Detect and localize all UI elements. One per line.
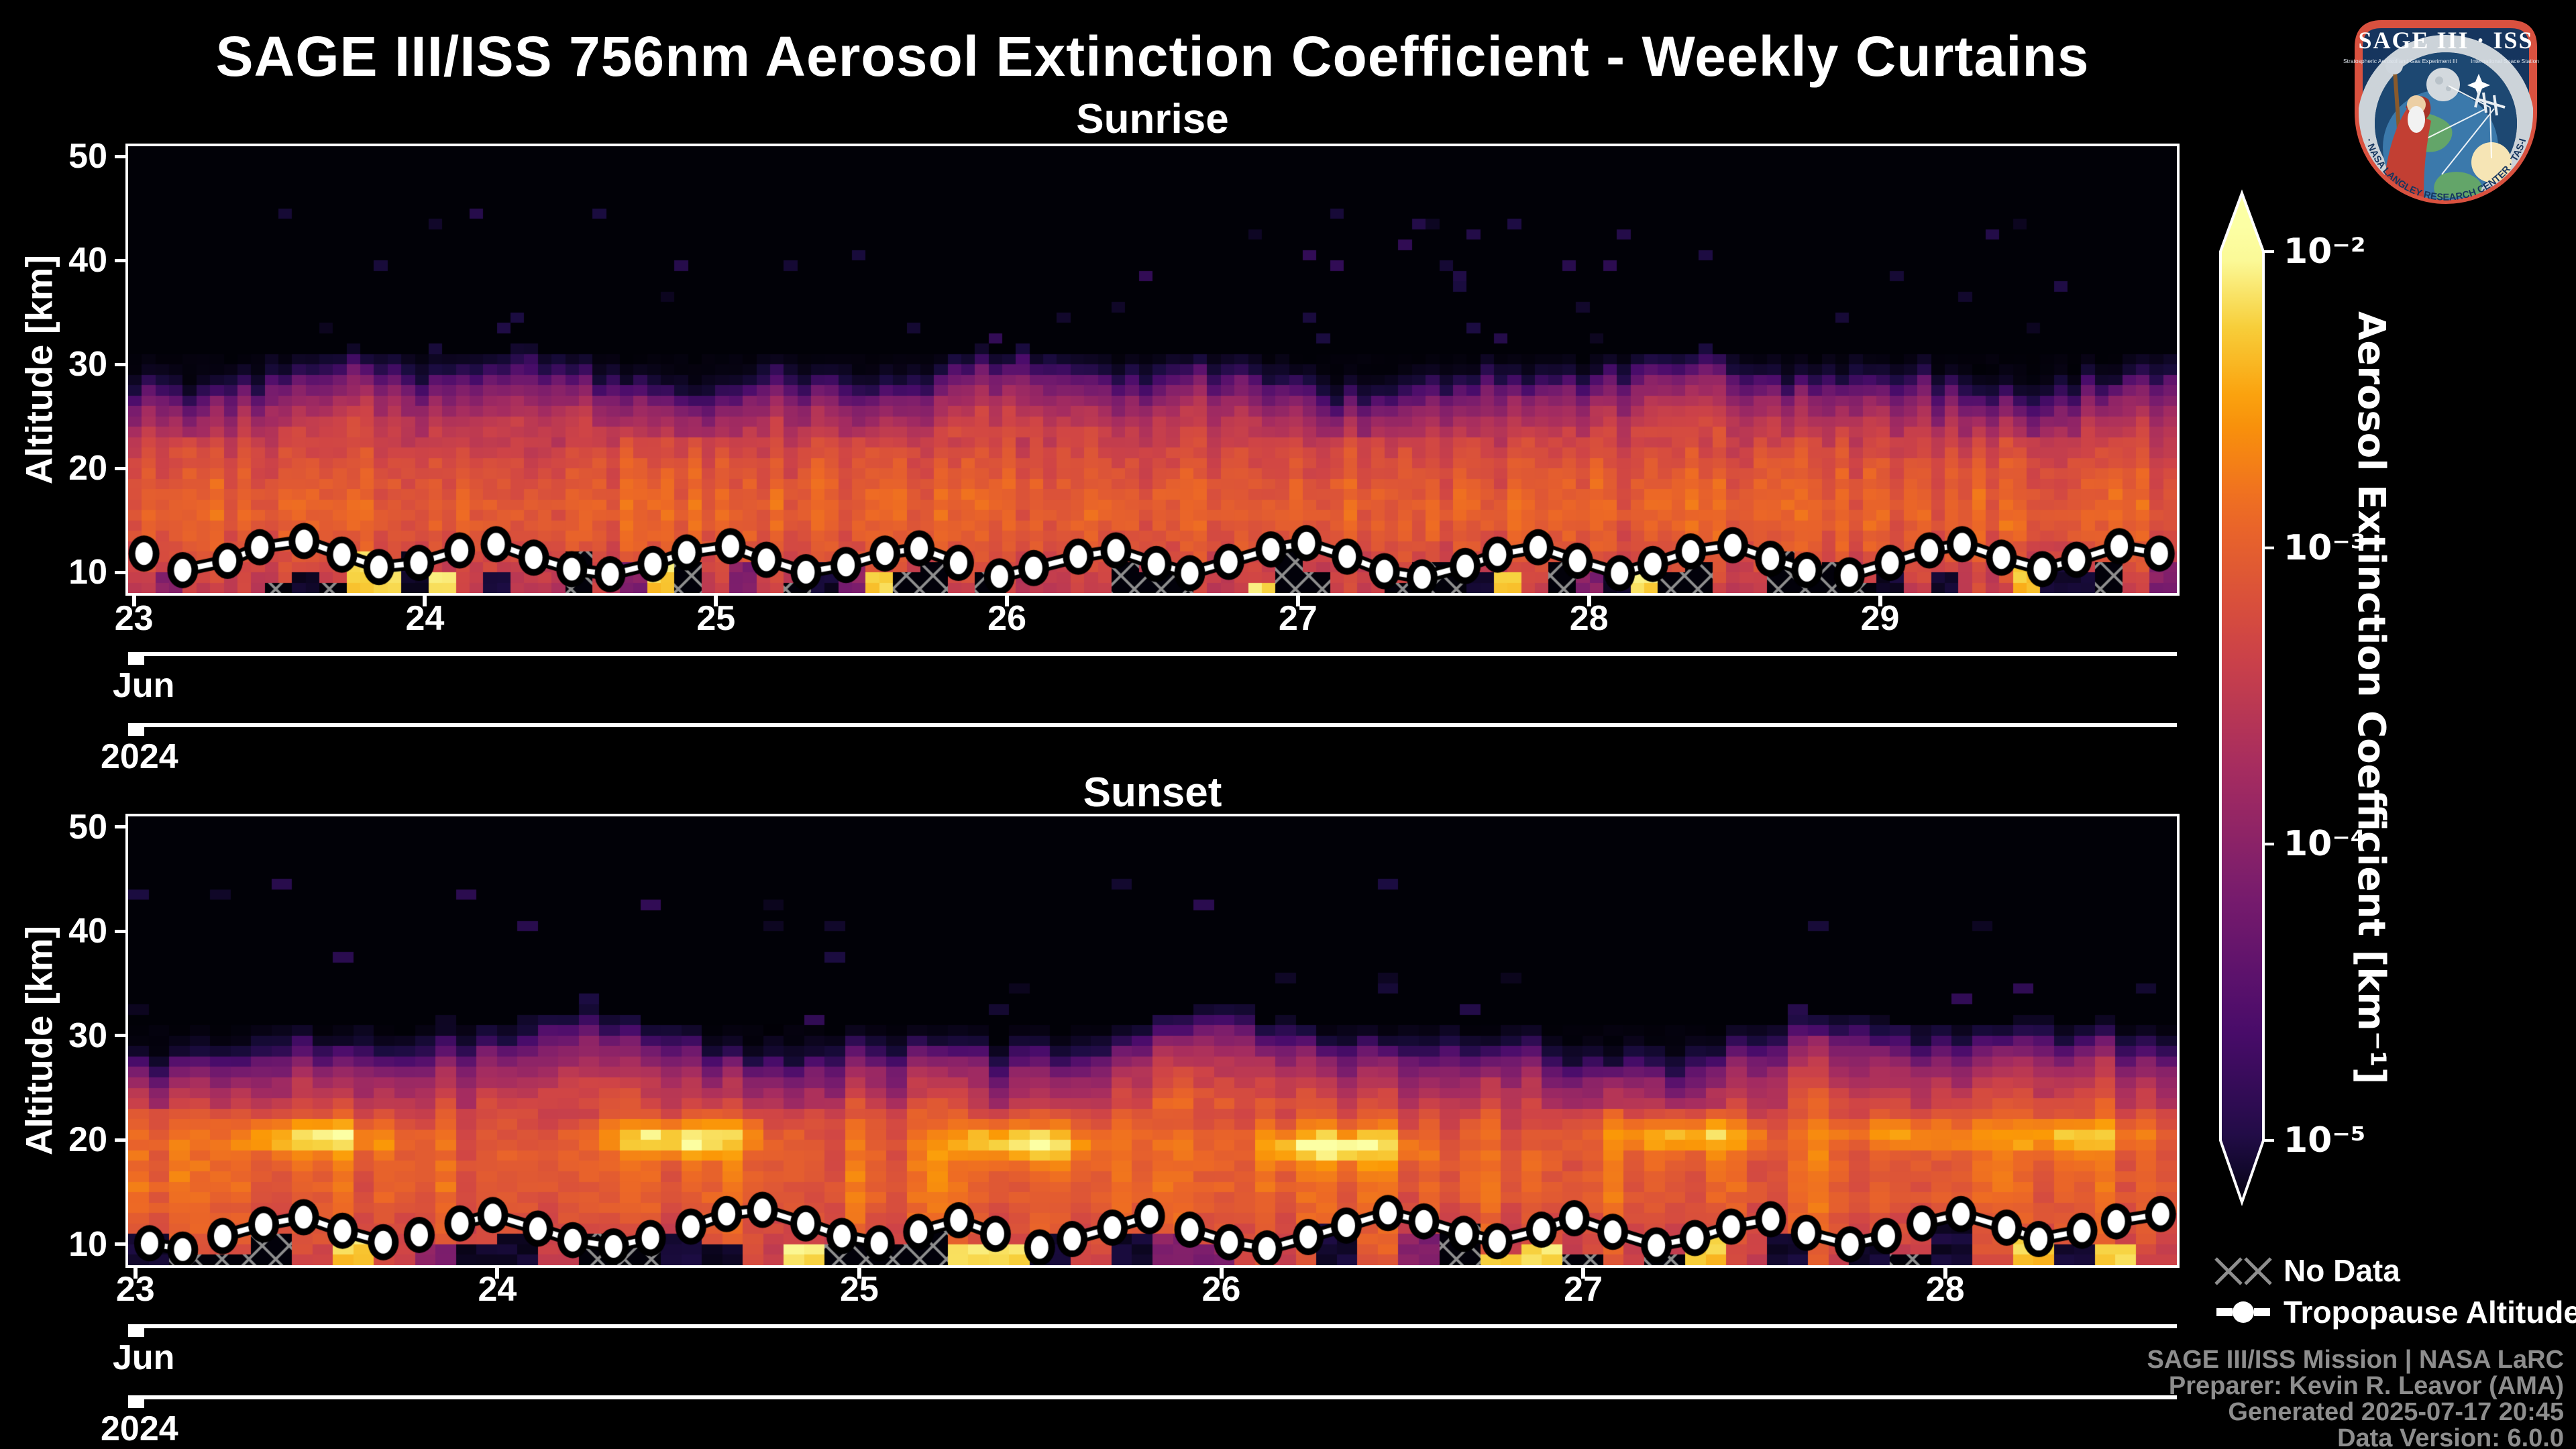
y-tick-mark <box>115 362 125 366</box>
sunrise-y-axis-label: Altitude [km] <box>17 254 60 485</box>
x-tick-label: 26 <box>987 599 1027 638</box>
y-tick-mark <box>115 1034 125 1038</box>
year-label: 2024 <box>101 1409 178 1448</box>
month-axis-tick <box>128 655 144 665</box>
month-label: Jun <box>113 1338 175 1377</box>
sunset-y-axis-label: Altitude [km] <box>17 925 60 1156</box>
colorbar-tick-label: 10⁻² <box>2284 231 2366 272</box>
y-tick-mark <box>115 1242 125 1246</box>
x-tick-mark <box>1943 1268 1947 1279</box>
x-tick-label: 23 <box>114 599 154 638</box>
x-tick-label: 27 <box>1564 1270 1603 1309</box>
x-tick-label: 24 <box>478 1270 517 1309</box>
x-tick-label: 28 <box>1925 1270 1965 1309</box>
y-tick-mark <box>115 570 125 574</box>
year-axis-tick <box>128 1398 144 1408</box>
sunset-plot-area <box>128 816 2177 1265</box>
x-tick-mark <box>495 1268 500 1279</box>
y-tick-label: 10 <box>68 1224 107 1264</box>
patch-sun <box>2471 142 2512 182</box>
patch-ring <box>2359 35 2533 200</box>
mission-patch-logo: SAGE III · ISS Stratospheric Aerosol and… <box>2341 7 2539 204</box>
x-tick-label: 27 <box>1278 599 1318 638</box>
attribution-mission: SAGE III/ISS Mission | NASA LaRC <box>2147 1346 2564 1374</box>
y-tick-mark <box>115 1138 125 1142</box>
sunrise-heatmap-canvas <box>128 146 2177 593</box>
no-data-hatch-icon <box>2214 1257 2272 1285</box>
month-axis-line <box>128 1324 2177 1328</box>
patch-iss <box>2474 91 2506 116</box>
x-tick-label: 29 <box>1860 599 1900 638</box>
x-tick-label: 24 <box>405 599 445 638</box>
patch-title: SAGE III · ISS <box>2358 27 2533 54</box>
x-tick-mark <box>1587 596 1591 606</box>
colorbar-tick-label: 10⁻³ <box>2284 527 2366 568</box>
patch-wizard-beard <box>2408 106 2425 133</box>
patch-star <box>2467 74 2490 97</box>
month-axis-tick <box>128 1327 144 1337</box>
y-tick-mark <box>115 154 125 158</box>
month-label: Jun <box>113 666 175 705</box>
x-tick-label: 28 <box>1569 599 1609 638</box>
y-tick-label: 10 <box>68 553 107 592</box>
attribution-generated: Generated 2025-07-17 20:45 <box>2228 1398 2564 1426</box>
patch-moon-crater <box>2435 76 2443 85</box>
sunrise-panel-title: Sunrise <box>1076 96 1229 142</box>
patch-moon <box>2426 68 2460 101</box>
sunset-heatmap-canvas <box>128 816 2177 1265</box>
x-tick-mark <box>714 596 718 606</box>
x-tick-label: 25 <box>696 599 736 638</box>
x-tick-label: 26 <box>1201 1270 1241 1309</box>
tropopause-legend-label: Tropopause Altitude <box>2284 1295 2576 1330</box>
colorbar-tick-label: 10⁻⁴ <box>2284 824 2366 865</box>
x-tick-label: 25 <box>840 1270 879 1309</box>
colorbar-tick-label: 10⁻⁵ <box>2284 1120 2366 1161</box>
y-tick-mark <box>115 466 125 470</box>
year-axis-line <box>128 723 2177 727</box>
x-tick-mark <box>131 596 136 606</box>
x-tick-mark <box>1295 596 1300 606</box>
no-data-legend-label: No Data <box>2284 1253 2400 1288</box>
sunset-panel-title: Sunset <box>1083 769 1222 816</box>
attribution-preparer: Preparer: Kevin R. Leavor (AMA) <box>2168 1372 2564 1400</box>
x-tick-mark <box>133 1268 138 1279</box>
x-tick-mark <box>1581 1268 1586 1279</box>
y-tick-mark <box>115 825 125 829</box>
month-axis-line <box>128 652 2177 656</box>
tropopause-legend-icon <box>2216 1301 2270 1323</box>
patch-staff-orb <box>2385 57 2403 74</box>
sunrise-plot-area <box>128 146 2177 593</box>
colorbar-axis-label: Aerosol Extinction Coefficient [km⁻¹] <box>2349 311 2393 1085</box>
y-tick-label: 50 <box>68 137 107 176</box>
x-tick-mark <box>1219 1268 1224 1279</box>
x-tick-mark <box>857 1268 861 1279</box>
figure-title: SAGE III/ISS 756nm Aerosol Extinction Co… <box>215 25 2090 88</box>
x-tick-mark <box>423 596 427 606</box>
patch-subtitle-left: Stratospheric Aerosol and Gas Experiment… <box>2343 58 2457 64</box>
attribution-block: SAGE III/ISS Mission | NASA LaRC Prepare… <box>2147 1347 2564 1449</box>
x-tick-label: 23 <box>115 1270 155 1309</box>
y-tick-mark <box>115 929 125 933</box>
y-tick-mark <box>115 258 125 262</box>
year-axis-line <box>128 1395 2177 1399</box>
patch-rays <box>2421 85 2495 175</box>
patch-subtitle-right: International Space Station <box>2471 58 2539 64</box>
x-tick-mark <box>1005 596 1010 606</box>
attribution-version: Data Version: 6.0.0 <box>2337 1424 2564 1449</box>
year-axis-tick <box>128 726 144 736</box>
patch-continent-2 <box>2434 172 2482 199</box>
colorbar <box>2219 189 2274 1207</box>
x-tick-mark <box>1878 596 1882 606</box>
